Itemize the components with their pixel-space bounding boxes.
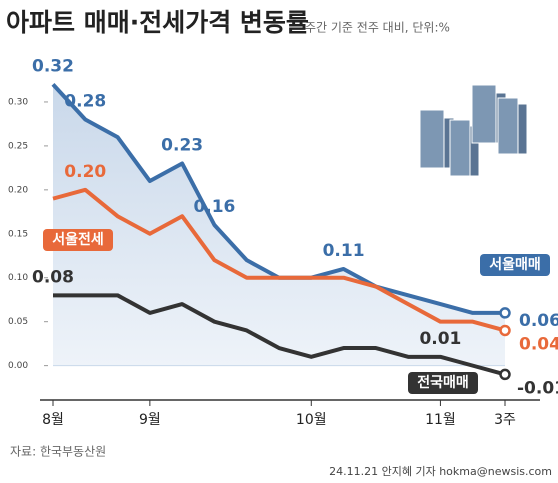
y-tick-label: 0.10 bbox=[8, 273, 28, 283]
data-label: 0.01 bbox=[419, 329, 461, 349]
data-label: 0.06 bbox=[519, 311, 558, 331]
data-label: 0.08 bbox=[32, 267, 74, 287]
y-tick-label: 0.15 bbox=[8, 229, 28, 239]
end-marker bbox=[499, 324, 511, 337]
data-label: 0.28 bbox=[64, 92, 106, 112]
x-tick-label: 11월 bbox=[425, 412, 456, 428]
x-tick-label: 8월 bbox=[42, 412, 64, 428]
y-tick-label: 0.25 bbox=[8, 141, 28, 151]
y-tick-label: 0.30 bbox=[8, 97, 28, 107]
data-label: 0.16 bbox=[193, 197, 235, 217]
series-name-box bbox=[43, 229, 113, 251]
series-name: 서울전세 bbox=[52, 231, 104, 248]
y-tick-label: 0.20 bbox=[8, 185, 28, 195]
source: 자료: 한국부동산원 bbox=[10, 445, 106, 459]
credit: 24.11.21 안지혜 기자 hokma@newsis.com bbox=[329, 465, 552, 478]
x-tick-label: 3주 bbox=[494, 412, 516, 428]
data-label: -0.01 bbox=[517, 378, 558, 398]
data-label: 0.23 bbox=[161, 135, 203, 155]
y-tick-label: 0.05 bbox=[8, 317, 28, 327]
end-marker bbox=[499, 368, 511, 381]
data-label: 0.04 bbox=[519, 334, 558, 354]
series-name: 전국매매 bbox=[417, 374, 469, 391]
subtitle: 주간 기준 전주 대비, 단위:% bbox=[305, 21, 450, 35]
chart-title: 아파트 매매·전세가격 변동률 bbox=[6, 8, 309, 37]
series-line bbox=[52, 187, 506, 333]
y-tick-label: 0.00 bbox=[8, 361, 28, 371]
series-line bbox=[53, 293, 506, 377]
series-name: 서울매매 bbox=[489, 256, 541, 273]
x-tick-label: 10월 bbox=[296, 412, 327, 428]
data-label: 0.32 bbox=[32, 56, 74, 76]
x-tick-label: 9월 bbox=[139, 412, 161, 428]
end-marker bbox=[499, 307, 511, 319]
data-label: 0.11 bbox=[323, 241, 365, 261]
series-name-box bbox=[480, 254, 550, 276]
data-label: 0.20 bbox=[64, 162, 106, 182]
series-name-box bbox=[408, 372, 478, 394]
building-icon bbox=[419, 84, 528, 177]
